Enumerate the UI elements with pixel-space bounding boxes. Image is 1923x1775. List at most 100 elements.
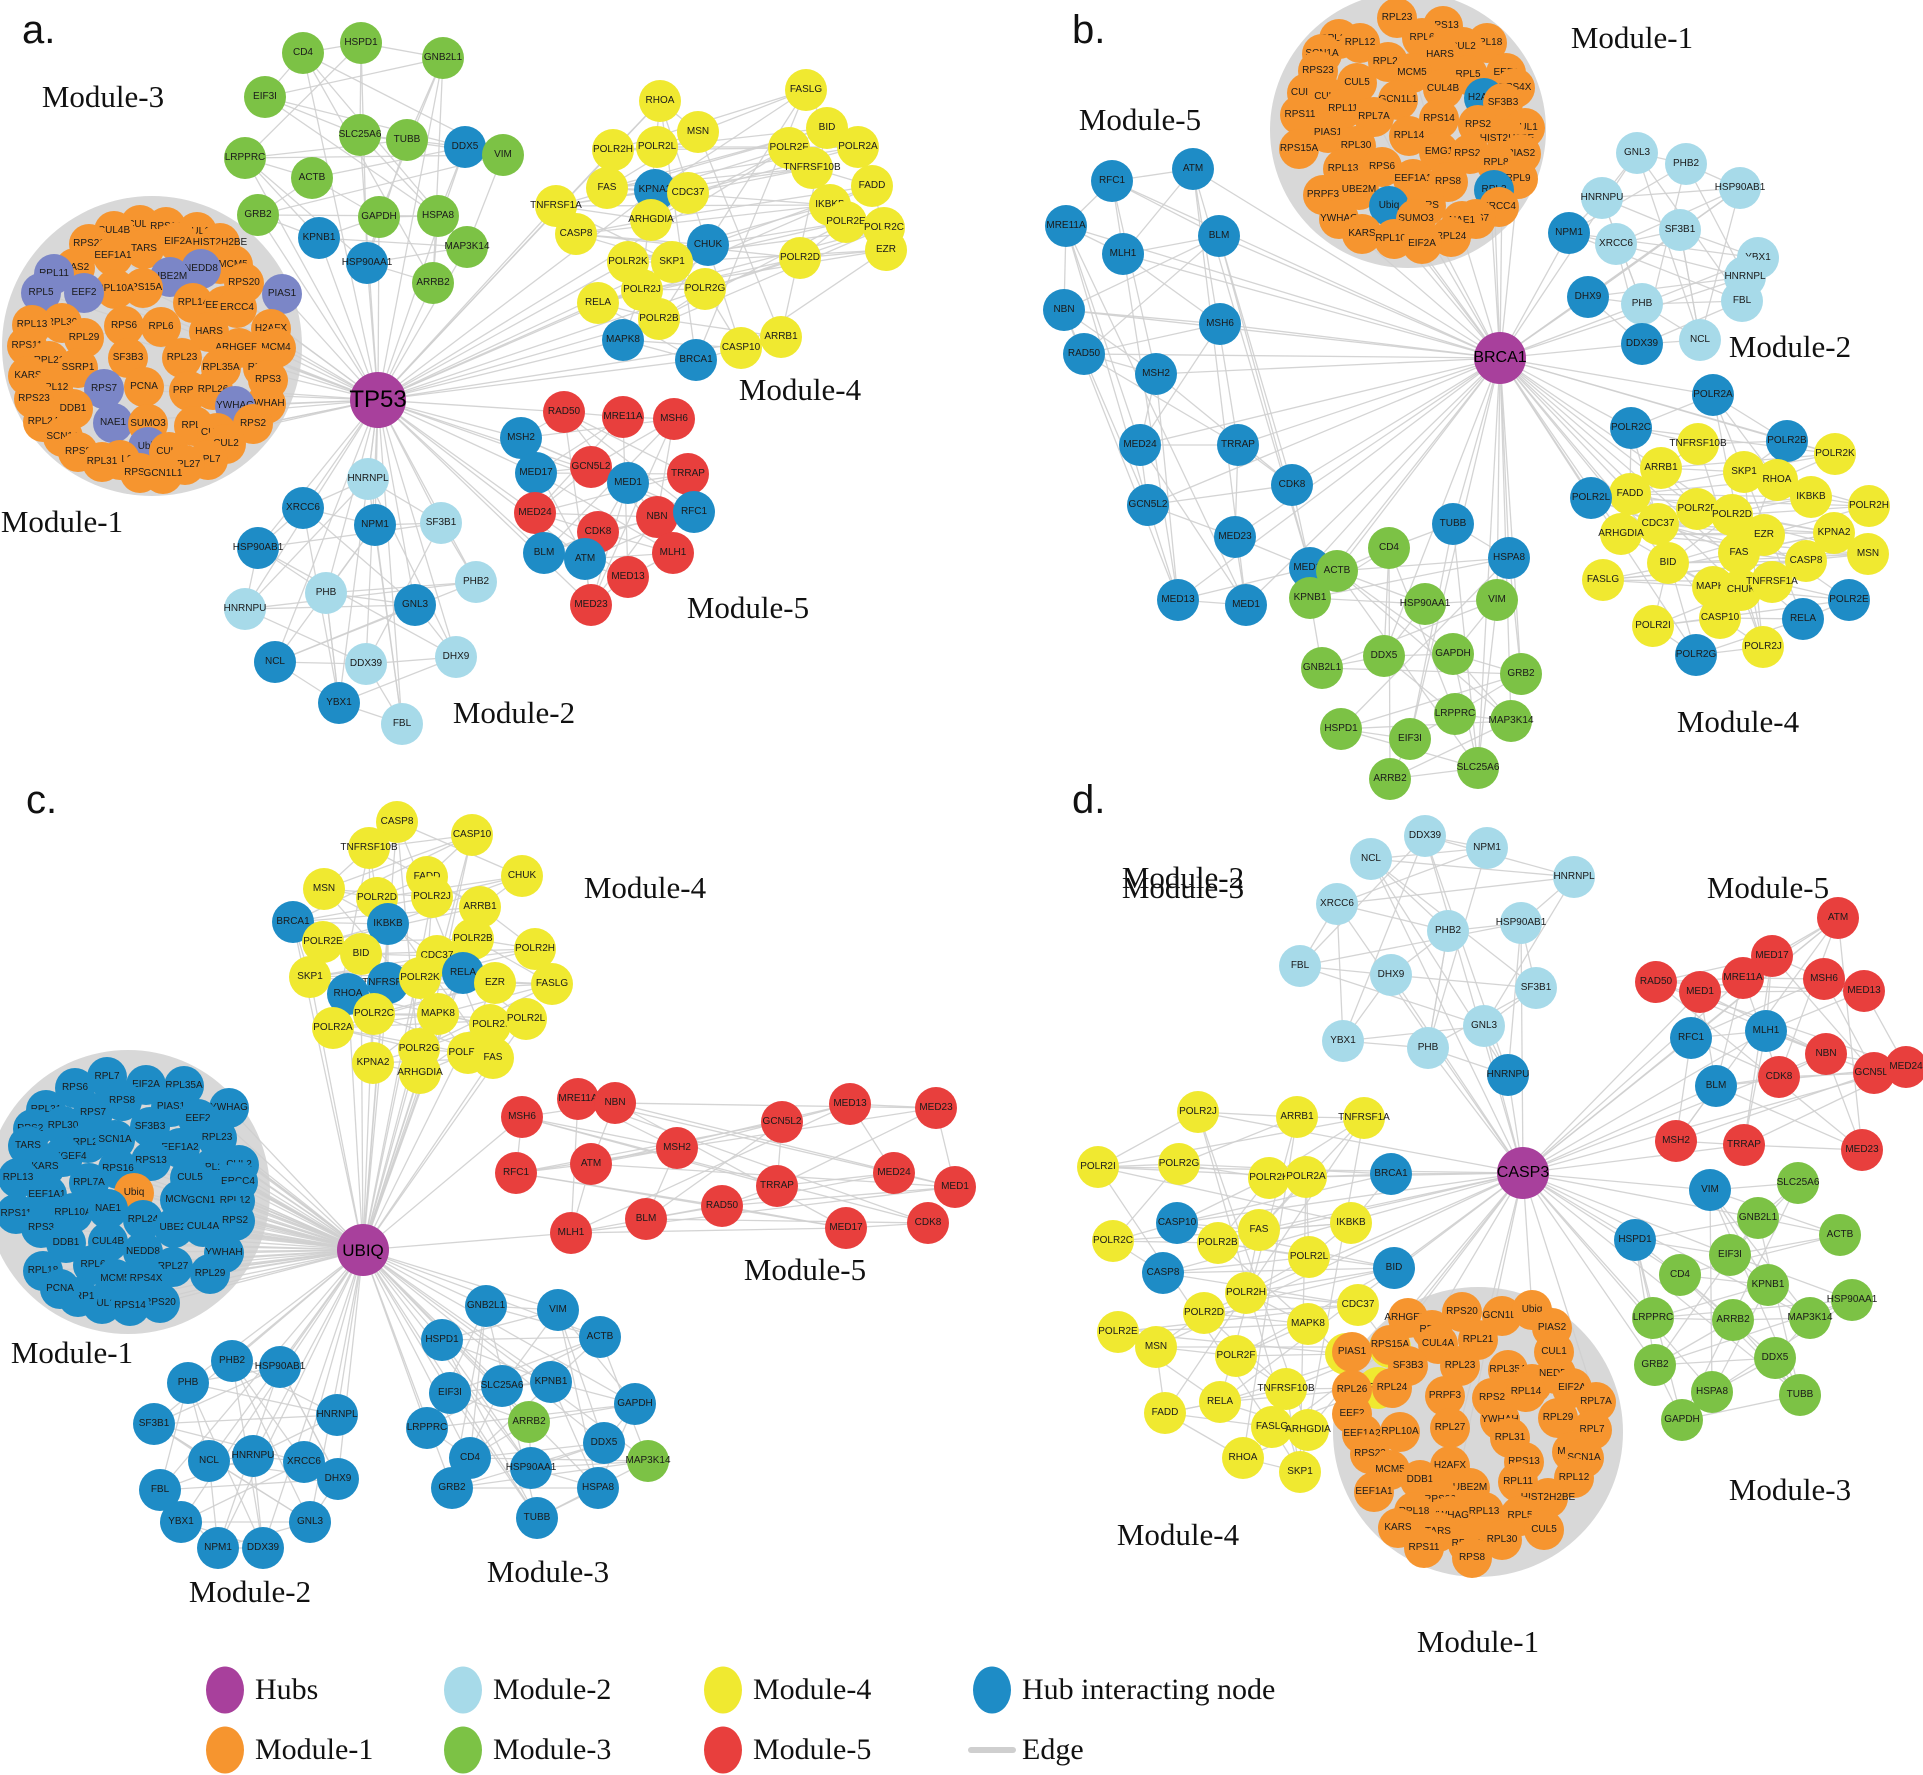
node-npm1[interactable]: NPM1	[197, 1527, 239, 1569]
node-tnfrsf10b[interactable]: TNFRSF10B	[783, 147, 841, 189]
node-faslg[interactable]: FASLG	[1582, 559, 1624, 601]
node-brca1[interactable]: BRCA1	[1370, 1153, 1412, 1195]
node-eif3i[interactable]: EIF3I	[244, 76, 286, 118]
node-trrap[interactable]: TRRAP	[1723, 1124, 1765, 1166]
node-rpl27[interactable]: RPL27	[1430, 1408, 1470, 1448]
node-vim[interactable]: VIM	[1689, 1169, 1731, 1211]
node-rela[interactable]: RELA	[1782, 598, 1824, 640]
node-rad50[interactable]: RAD50	[701, 1185, 743, 1227]
node-kpnb1[interactable]: KPNB1	[1289, 577, 1331, 619]
node-med24[interactable]: MED24	[1885, 1046, 1923, 1088]
node-casp10[interactable]: CASP10	[720, 327, 762, 369]
node-trrap[interactable]: TRRAP	[1217, 424, 1259, 466]
node-cul5[interactable]: CUL5	[1524, 1510, 1564, 1550]
node-msh6[interactable]: MSH6	[1803, 958, 1845, 1000]
node-fbl[interactable]: FBL	[381, 703, 423, 745]
node-phb2[interactable]: PHB2	[211, 1340, 253, 1382]
node-skp1[interactable]: SKP1	[289, 956, 331, 998]
node-lrpprc[interactable]: LRPPRC	[224, 137, 266, 179]
node-mapk8[interactable]: MAPK8	[1287, 1303, 1329, 1345]
node-polr2b[interactable]: POLR2B	[638, 298, 680, 340]
node-polr2l[interactable]: POLR2L	[1570, 477, 1612, 519]
node-ddx39[interactable]: DDX39	[242, 1527, 284, 1569]
node-polr2a[interactable]: POLR2A	[1285, 1156, 1327, 1198]
node-mapk8[interactable]: MAPK8	[602, 319, 644, 361]
node-hspd1[interactable]: HSPD1	[1320, 708, 1362, 750]
node-eif3i[interactable]: EIF3I	[1389, 718, 1431, 760]
node-gnb2l1[interactable]: GNB2L1	[465, 1285, 507, 1327]
node-hsp90aa1[interactable]: HSP90AA1	[1400, 583, 1450, 625]
node-ddx5[interactable]: DDX5	[1754, 1337, 1796, 1379]
node-rps15a[interactable]: RPS15A	[1279, 129, 1319, 169]
node-casp8[interactable]: CASP8	[1142, 1252, 1184, 1294]
node-polr2h[interactable]: POLR2H	[1848, 485, 1890, 527]
node-grb2[interactable]: GRB2	[1500, 653, 1542, 695]
node-rfc1[interactable]: RFC1	[495, 1152, 537, 1194]
node-med23[interactable]: MED23	[1214, 516, 1256, 558]
node-polr2a[interactable]: POLR2A	[1692, 374, 1734, 416]
node-ddx5[interactable]: DDX5	[583, 1422, 625, 1464]
node-hsp90aa1[interactable]: HSP90AA1	[342, 242, 392, 284]
node-gcn5l2[interactable]: GCN5L2	[1127, 484, 1169, 526]
node-hspa8[interactable]: HSPA8	[417, 195, 459, 237]
hub-brca1[interactable]: BRCA1	[1473, 332, 1527, 384]
node-ikbkb[interactable]: IKBKB	[1330, 1202, 1372, 1244]
node-msh6[interactable]: MSH6	[501, 1096, 543, 1138]
node-arrb1[interactable]: ARRB1	[1276, 1096, 1318, 1138]
node-bid[interactable]: BID	[1373, 1247, 1415, 1289]
node-pias1[interactable]: PIAS1	[1332, 1332, 1372, 1372]
node-casp10[interactable]: CASP10	[451, 814, 493, 856]
node-hspd1[interactable]: HSPD1	[340, 22, 382, 64]
node-tubb[interactable]: TUBB	[386, 119, 428, 161]
node-lrpprc[interactable]: LRPPRC	[1434, 693, 1476, 735]
node-sf3b1[interactable]: SF3B1	[1515, 967, 1557, 1009]
node-blm[interactable]: BLM	[523, 532, 565, 574]
node-ncl[interactable]: NCL	[1350, 838, 1392, 880]
node-ybx1[interactable]: YBX1	[1322, 1020, 1364, 1062]
node-med24[interactable]: MED24	[514, 492, 556, 534]
node-med17[interactable]: MED17	[515, 452, 557, 494]
node-arrb2[interactable]: ARRB2	[1369, 758, 1411, 800]
node-map3k14[interactable]: MAP3K14	[625, 1440, 671, 1482]
node-ddx39[interactable]: DDX39	[1621, 323, 1663, 365]
node-ddx5[interactable]: DDX5	[444, 126, 486, 168]
node-eif3i[interactable]: EIF3I	[429, 1372, 471, 1414]
node-arhgdia[interactable]: ARHGDIA	[628, 199, 674, 241]
node-hspd1[interactable]: HSPD1	[1614, 1219, 1656, 1261]
node-fas[interactable]: FAS	[1718, 532, 1760, 574]
node-polr2a[interactable]: POLR2A	[837, 126, 879, 168]
node-ncl[interactable]: NCL	[254, 641, 296, 683]
node-gapdh[interactable]: GAPDH	[614, 1383, 656, 1425]
node-polr2h[interactable]: POLR2H	[1225, 1272, 1267, 1314]
node-cdc37[interactable]: CDC37	[667, 172, 709, 214]
node-polr2g[interactable]: POLR2G	[684, 268, 726, 310]
node-faslg[interactable]: FASLG	[531, 963, 573, 1005]
node-hnrnpu[interactable]: HNRNPU	[1487, 1054, 1529, 1096]
node-eif3i[interactable]: EIF3I	[1709, 1234, 1751, 1276]
node-cd4[interactable]: CD4	[282, 32, 324, 74]
node-tubb[interactable]: TUBB	[516, 1497, 558, 1539]
node-dhx9[interactable]: DHX9	[1370, 954, 1412, 996]
node-eef1a1[interactable]: EEF1A1	[1354, 1472, 1394, 1512]
node-hsp90aa1[interactable]: HSP90AA1	[506, 1447, 556, 1489]
node-sf3b1[interactable]: SF3B1	[420, 502, 462, 544]
node-casp10[interactable]: CASP10	[1156, 1202, 1198, 1244]
node-xrcc6[interactable]: XRCC6	[1595, 223, 1637, 265]
node-eif2a[interactable]: EIF2A	[1402, 224, 1442, 264]
node-tnfrsf1a[interactable]: TNFRSF1A	[1338, 1097, 1390, 1139]
node-med13[interactable]: MED13	[1157, 579, 1199, 621]
node-hsp90ab1[interactable]: HSP90AB1	[255, 1346, 305, 1388]
node-polr2i[interactable]: POLR2I	[1077, 1146, 1119, 1188]
node-med24[interactable]: MED24	[1119, 424, 1161, 466]
node-polr2c[interactable]: POLR2C	[1610, 407, 1652, 449]
node-polr2j[interactable]: POLR2J	[1742, 626, 1784, 668]
node-arrb2[interactable]: ARRB2	[1712, 1299, 1754, 1341]
node-xrcc6[interactable]: XRCC6	[283, 1441, 325, 1483]
node-fbl[interactable]: FBL	[1721, 280, 1763, 322]
node-polr2f[interactable]: POLR2F	[1215, 1335, 1257, 1377]
node-grb2[interactable]: GRB2	[1634, 1344, 1676, 1386]
node-gnb2l1[interactable]: GNB2L1	[422, 37, 464, 79]
node-med13[interactable]: MED13	[829, 1083, 871, 1125]
node-gcn5l2[interactable]: GCN5L2	[761, 1101, 803, 1143]
node-med1[interactable]: MED1	[1225, 584, 1267, 626]
